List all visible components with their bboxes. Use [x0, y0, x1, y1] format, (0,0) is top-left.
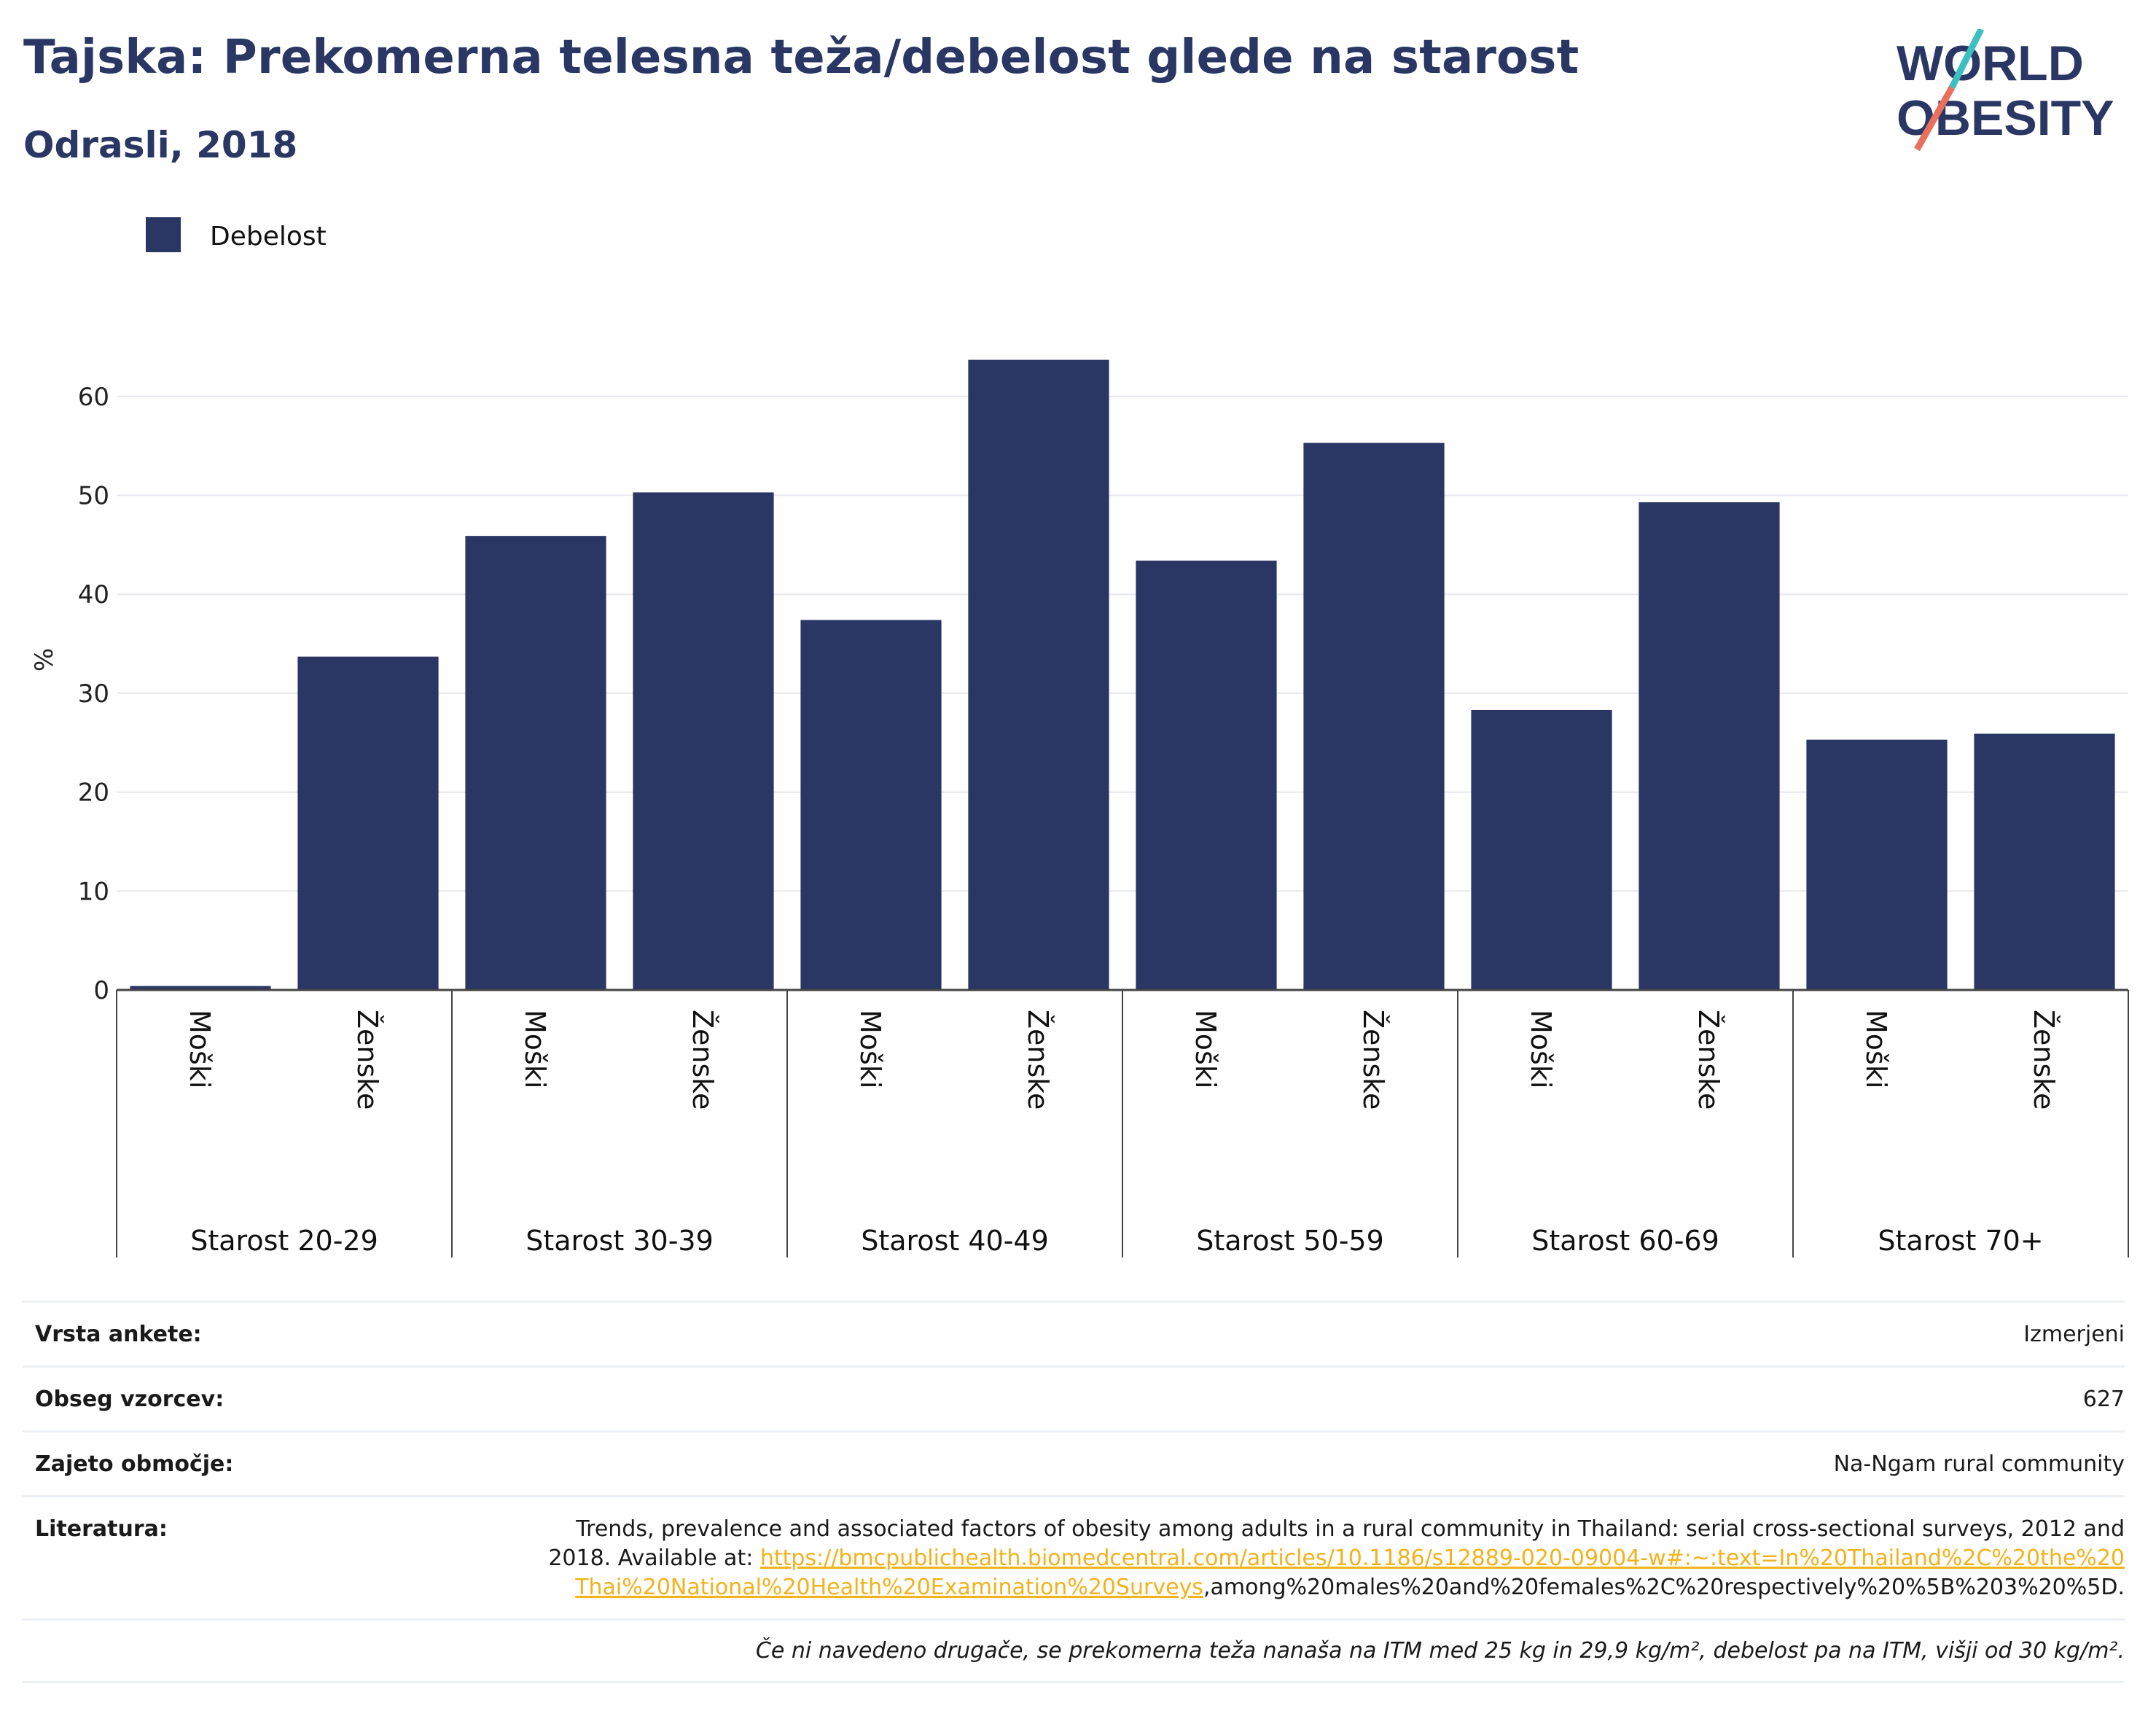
y-axis-label: %: [30, 648, 59, 671]
survey-type-label: Vrsta ankete:: [35, 1322, 202, 1347]
x-subcategory-label: Ženske: [1692, 1010, 1725, 1110]
x-subcategory-label: Moški: [854, 1010, 886, 1088]
logo-line1: WORLD: [1897, 36, 2084, 91]
bars: [130, 359, 2115, 990]
info-row-survey: Vrsta ankete: Izmerjeni: [22, 1301, 2125, 1365]
x-subcategory-label: Ženske: [687, 1010, 719, 1110]
logo-slash-coral: [1914, 85, 1955, 152]
x-subcategory-label: Moški: [1860, 1010, 1892, 1088]
x-subcategory-label: Moški: [1190, 1010, 1222, 1088]
page-subtitle: Odrasli, 2018: [23, 124, 298, 166]
reference-value: Trends, prevalence and associated factor…: [536, 1515, 2125, 1602]
reference-link[interactable]: https://bmcpublichealth.biomedcentral.co…: [575, 1545, 2125, 1600]
legend-swatch-debelost: [146, 217, 181, 252]
x-group-label: Starost 20-29: [190, 1225, 378, 1257]
bar: [968, 359, 1109, 990]
bar: [1136, 561, 1277, 990]
bar: [1639, 502, 1780, 990]
x-subcategory-label: Moški: [1525, 1010, 1557, 1088]
info-table: Vrsta ankete: Izmerjeni Obseg vzorcev: 6…: [22, 1301, 2125, 1683]
y-tick-label: 0: [93, 976, 109, 1005]
area-label: Zajeto območje:: [35, 1451, 234, 1477]
info-row-reference: Literatura: Trends, prevalence and assoc…: [22, 1495, 2125, 1618]
grid-lines: [117, 395, 2128, 892]
y-tick-label: 10: [78, 877, 109, 906]
x-subcategory-label: Moški: [519, 1010, 551, 1088]
x-subcategory-label: Ženske: [2028, 1010, 2060, 1110]
bar: [800, 620, 942, 990]
sample-size-label: Obseg vzorcev:: [35, 1387, 224, 1412]
bar: [1974, 733, 2115, 990]
area-value: Na-Ngam rural community: [1833, 1451, 2125, 1477]
y-tick-label: 20: [78, 779, 109, 808]
y-tick-label: 30: [78, 679, 109, 709]
x-subcategory-label: Ženske: [1357, 1010, 1389, 1110]
info-row-area: Zajeto območje: Na-Ngam rural community: [22, 1430, 2125, 1495]
logo-slash-teal: [1948, 29, 1985, 90]
bar: [1471, 709, 1612, 990]
legend-label-debelost: Debelost: [210, 222, 327, 252]
bar: [297, 656, 439, 990]
x-subcategory-label: Ženske: [351, 1010, 383, 1110]
reference-text: Trends, prevalence and associated factor…: [548, 1516, 2125, 1571]
survey-type-value: Izmerjeni: [2023, 1322, 2125, 1347]
y-axis-ticks: 0 10 20 30 40 50 60: [78, 383, 109, 1005]
y-tick-label: 50: [78, 482, 109, 511]
bar: [1806, 739, 1948, 990]
footnote: Če ni navedeno drugače, se prekomerna te…: [22, 1618, 2125, 1683]
info-row-sample: Obseg vzorcev: 627: [22, 1365, 2125, 1430]
bar: [465, 536, 606, 990]
x-subcategory-label: Moški: [184, 1010, 216, 1088]
x-group-label: Starost 30-39: [526, 1225, 714, 1257]
bar: [1303, 442, 1445, 990]
x-group-label: Starost 40-49: [861, 1225, 1049, 1257]
y-tick-label: 40: [78, 580, 109, 609]
reference-tail: ,among%20males%20and%20females%2C%20resp…: [1203, 1575, 2125, 1600]
x-subcategory-label: Ženske: [1022, 1010, 1054, 1110]
y-tick-label: 60: [78, 383, 109, 412]
bar: [633, 492, 774, 990]
reference-label: Literatura:: [35, 1516, 168, 1542]
legend: Debelost: [146, 217, 327, 252]
x-group-label: Starost 50-59: [1196, 1225, 1384, 1257]
page-title: Tajska: Prekomerna telesna teža/debelost…: [23, 31, 1579, 85]
sample-size-value: 627: [2082, 1387, 2125, 1412]
x-group-label: Starost 70+: [1878, 1225, 2043, 1257]
world-obesity-logo: WORLD OBESITY: [1897, 29, 2114, 152]
bar: [130, 986, 271, 990]
x-axis: Moški Ženske Moški Ženske Moški Ženske Moški Že…: [116, 989, 2129, 1258]
x-group-label: Starost 60-69: [1531, 1225, 1719, 1257]
